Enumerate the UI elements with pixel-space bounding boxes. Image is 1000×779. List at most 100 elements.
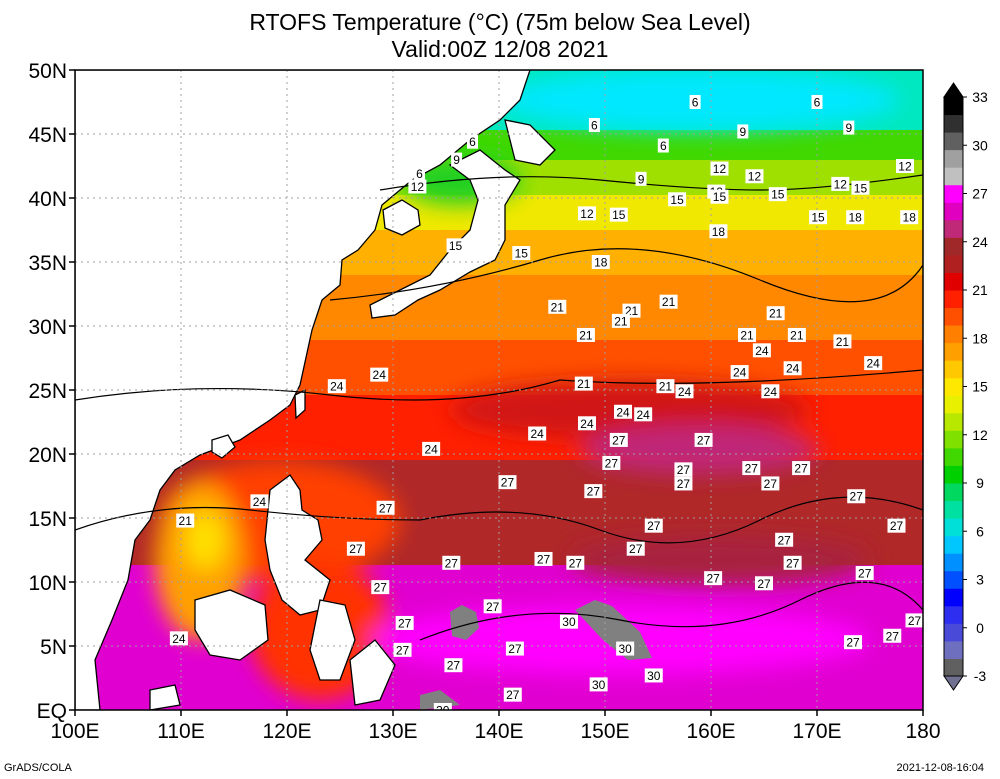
lat-label: 40N	[28, 188, 67, 211]
colorbar-swatch	[944, 132, 963, 151]
colorbar-swatch	[944, 272, 963, 291]
isotherm-label: 30	[644, 668, 663, 683]
isotherm-label-text: 24	[867, 357, 881, 371]
lon-label: 170E	[792, 720, 841, 743]
isotherm-label: 27	[644, 518, 663, 533]
isotherm-label-text: 21	[614, 314, 628, 328]
isotherm-label: 24	[327, 379, 346, 394]
isotherm-label-text: 27	[764, 477, 778, 491]
isotherm-label: 27	[442, 555, 461, 570]
isotherm-label-text: 27	[757, 577, 771, 591]
isotherm-label-text: 27	[886, 629, 900, 643]
isotherm-label: 27	[847, 489, 866, 504]
isotherm-label-text: 21	[659, 380, 673, 394]
colorbar-swatch	[944, 412, 963, 431]
isotherm-label: 27	[855, 566, 874, 581]
isotherm-label-text: 27	[445, 556, 459, 570]
land-areas	[75, 70, 556, 710]
isotherm-label: 27	[883, 628, 902, 643]
colorbar-max-arrow	[943, 82, 964, 98]
isotherm-label: 21	[766, 306, 785, 321]
isotherm-label: 15	[768, 187, 787, 202]
isotherm-label: 27	[395, 615, 414, 630]
colorbar-label: 21	[972, 282, 988, 298]
colorbar-swatch	[944, 658, 963, 677]
isotherm-label-text: 27	[396, 643, 410, 657]
isotherm-label: 27	[566, 555, 585, 570]
latitude-labels: EQ 5N 10N 15N 20N 25N 30N 35N 40N 45N 50N	[28, 60, 67, 723]
colorbar-label: 33	[972, 89, 988, 105]
isotherm-label-text: 24	[764, 385, 778, 399]
isotherm-label: 9	[635, 171, 647, 186]
isotherm-label: 24	[528, 426, 547, 441]
isotherm-label: 30	[589, 677, 608, 692]
isotherm-label-text: 6	[416, 167, 423, 181]
isotherm-label: 24	[675, 384, 694, 399]
isotherm-label-text: 6	[660, 139, 667, 153]
isotherm-label: 12	[745, 169, 764, 184]
isotherm-label: 9	[843, 120, 855, 135]
colorbar-swatch	[944, 290, 963, 309]
lat-label: 30N	[28, 316, 67, 339]
isotherm-label-text: 27	[908, 614, 922, 628]
colorbar-swatch	[944, 553, 963, 572]
isotherm-label: 15	[512, 246, 531, 261]
isotherm-label-text: 21	[769, 307, 783, 321]
colorbar-swatch	[944, 184, 963, 203]
colorbar-label: 24	[972, 234, 988, 250]
isotherm-label: 21	[548, 299, 567, 314]
isotherm-label-text: 24	[253, 495, 267, 509]
isotherm-label: 6	[689, 95, 701, 110]
isotherm-label-text: 27	[374, 581, 388, 595]
isotherm-label: 18	[591, 255, 610, 270]
colorbar-swatch	[944, 623, 963, 642]
isotherm-label-text: 15	[670, 193, 684, 207]
isotherm-label-text: 12	[834, 177, 848, 191]
isotherm-label: 27	[534, 551, 553, 566]
lon-label: 180	[905, 720, 940, 743]
colorbar-label: 3	[976, 572, 984, 588]
isotherm-label-text: 24	[755, 344, 769, 358]
isotherm-label: 27	[346, 541, 365, 556]
isotherm-label: 27	[498, 475, 517, 490]
isotherm-label: 27	[844, 635, 863, 650]
isotherm-label-text: 27	[777, 533, 791, 547]
map-subtitle: Valid:00Z 12/08 2021	[391, 36, 609, 62]
lat-label: 35N	[28, 252, 67, 275]
isotherm-label-text: 9	[739, 125, 746, 139]
colorbar-swatch	[944, 570, 963, 589]
isotherm-label-text: 24	[424, 442, 438, 456]
colorbar-swatch	[944, 535, 963, 554]
isotherm-label-text: 27	[677, 463, 691, 477]
isotherm-label-text: 18	[903, 211, 917, 225]
isotherm-label: 27	[905, 613, 923, 628]
isotherm-label-text: 27	[850, 490, 864, 504]
axis-ticks	[69, 69, 924, 716]
isotherm-label-text: 24	[733, 366, 747, 380]
colorbar-swatch	[944, 483, 963, 502]
isotherm-label-text: 27	[447, 659, 461, 673]
lon-label: 100E	[50, 720, 99, 743]
isotherm-label: 15	[809, 210, 828, 225]
lon-label: 110E	[157, 720, 205, 743]
isotherm-label: 6	[467, 134, 478, 149]
isotherm-label: 27	[694, 432, 713, 447]
isotherm-label-text: 27	[569, 556, 583, 570]
isotherm-label-text: 27	[506, 688, 520, 702]
isotherm-label: 12	[408, 179, 427, 194]
isotherm-label: 21	[574, 376, 593, 391]
isotherm-label: 21	[611, 313, 630, 328]
colorbar-swatch	[944, 149, 963, 168]
isotherm-label-text: 27	[846, 636, 860, 650]
isotherm-label-text: 27	[697, 433, 711, 447]
isotherm-label: 27	[674, 476, 693, 491]
isotherm-label: 9	[737, 124, 749, 139]
isotherm-label: 30	[616, 641, 635, 656]
isotherm-label-text: 24	[636, 408, 650, 422]
render-timestamp: 2021-12-08-16:04	[896, 762, 984, 774]
isotherm-label-text: 9	[453, 153, 460, 167]
isotherm-label: 6	[588, 118, 600, 133]
isotherm-label: 27	[602, 455, 621, 470]
isotherm-label: 21	[576, 327, 595, 342]
isotherm-label-text: 24	[530, 427, 544, 441]
